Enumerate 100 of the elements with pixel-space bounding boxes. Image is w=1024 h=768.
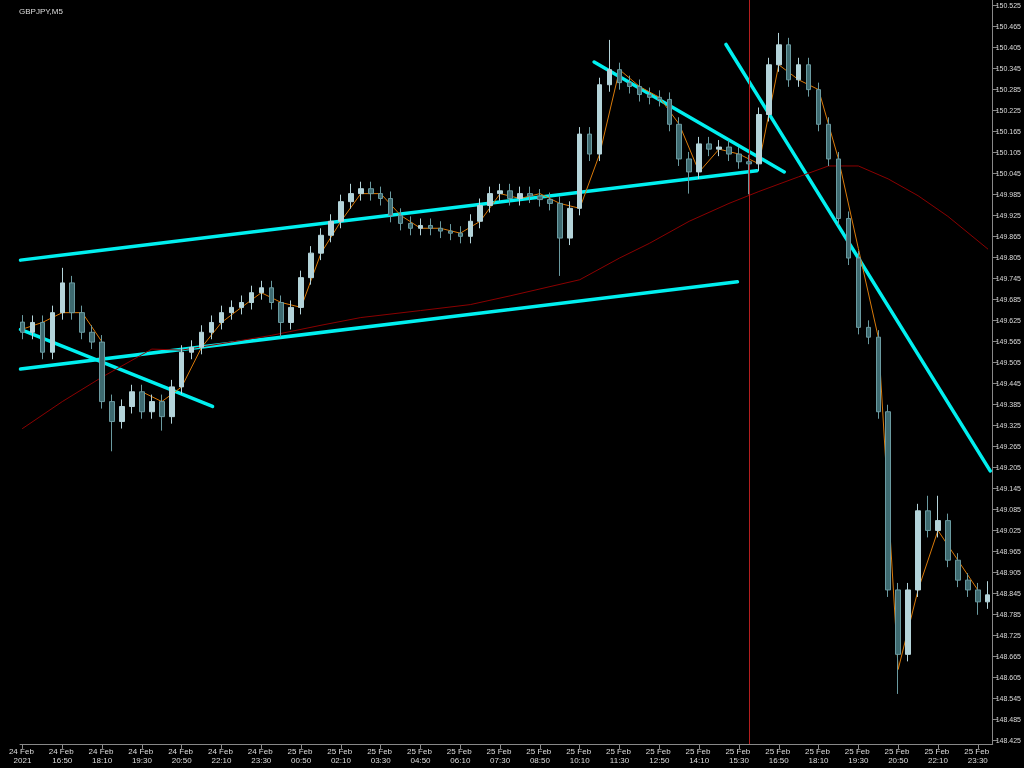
candlestick [428,217,433,236]
candlestick [965,572,971,598]
candlestick [617,62,622,91]
candlestick [975,582,981,616]
candlestick [259,280,264,301]
candlestick [338,194,344,229]
candlestick [587,126,592,162]
candlestick [318,227,324,261]
candlestick [50,305,55,360]
candlestick [408,215,413,236]
candlestick [816,82,821,132]
candlestick [796,57,801,88]
candlestick [696,136,702,180]
candlestick [438,220,443,239]
x-tick-label: 25 Feb 03:30 [367,747,395,765]
x-tick-label: 25 Feb 12:50 [645,747,673,765]
x-tick-label: 25 Feb 14:10 [685,747,713,765]
candlestick [657,89,662,107]
candlestick [676,116,682,167]
x-tick-label: 25 Feb 16:50 [765,747,793,765]
x-tick-label: 25 Feb 11:30 [605,747,634,765]
x-tick-label: 25 Feb 23:30 [964,747,992,765]
x-tick-label: 25 Feb 20:50 [884,747,912,765]
candlestick [667,91,672,132]
candlestick [378,186,383,207]
candlestick [507,183,513,207]
candlestick [567,200,573,246]
candlestick [139,384,145,420]
x-tick-label: 24 Feb 23:30 [247,747,275,765]
candlestick [557,195,563,277]
candlestick [726,139,732,162]
candlestick [368,181,374,202]
candlestick [189,339,194,360]
candlestick [209,314,214,340]
candlestick [348,183,354,210]
candlestick [219,305,224,330]
candlestick [826,116,831,167]
candlestick [109,394,115,452]
x-tick-label: 24 Feb 16:50 [48,747,76,765]
x-tick-label: 25 Feb 10:10 [566,747,594,765]
candlestick [885,404,891,598]
candlestick [458,225,463,244]
x-tick-label: 24 Feb 20:50 [168,747,196,765]
candlestick [846,210,851,266]
candlestick [786,37,791,88]
candlestick [89,324,95,350]
candlestick [398,207,403,231]
candlestick [418,217,423,236]
candlestick [308,245,314,286]
candlestick [328,213,334,243]
candlestick [716,139,722,157]
candlestick [527,186,533,204]
x-tick-label: 25 Feb 06:10 [446,747,474,765]
candlestick [497,183,503,202]
candlestick [298,270,304,315]
candlestick [30,314,35,340]
candlestick [199,324,204,355]
candlestick [895,582,901,695]
candlestick [637,78,642,103]
candlestick [249,285,254,310]
candlestick [179,344,184,395]
candlestick [925,495,931,538]
candlestick [577,126,582,216]
candlestick [836,151,841,226]
candlestick [876,329,881,420]
x-tick-label: 25 Feb 04:50 [406,747,435,765]
candlestick [487,186,493,214]
candlestick [647,87,652,105]
candlestick [388,191,393,223]
x-tick-label: 25 Feb 07:30 [486,747,514,765]
x-tick-label: 24 Feb 19:30 [128,747,156,765]
candlestick [597,77,602,162]
candlestick [477,198,483,229]
line-series [21,165,989,430]
candlestick [229,299,234,321]
candlestick [935,495,941,538]
candlestick [866,319,871,345]
x-tick-label: 24 Feb 2021 [8,747,37,765]
candlestick [99,334,105,410]
candlestick [60,267,65,321]
candlestick [239,295,244,315]
candlestick [686,151,692,195]
candlestick [169,379,175,425]
candlestick [806,57,811,98]
candlestick [856,250,861,335]
candlestick [20,314,25,340]
candlestick [159,394,165,432]
candlestick [79,305,85,340]
text: GBPJPY,M5 [19,6,64,16]
candlestick [129,384,135,414]
candlestick [607,39,612,93]
x-tick-label: 24 Feb 18:10 [88,747,116,765]
candlestick [627,75,632,94]
candlestick [149,394,155,420]
x-tick-label: 25 Feb 18:10 [804,747,833,765]
candlestick [40,314,45,360]
x-tick-label: 25 Feb 19:30 [844,747,872,765]
x-tick-label: 25 Feb 22:10 [924,747,952,765]
candlestick [269,280,274,310]
candlestick [756,106,762,172]
